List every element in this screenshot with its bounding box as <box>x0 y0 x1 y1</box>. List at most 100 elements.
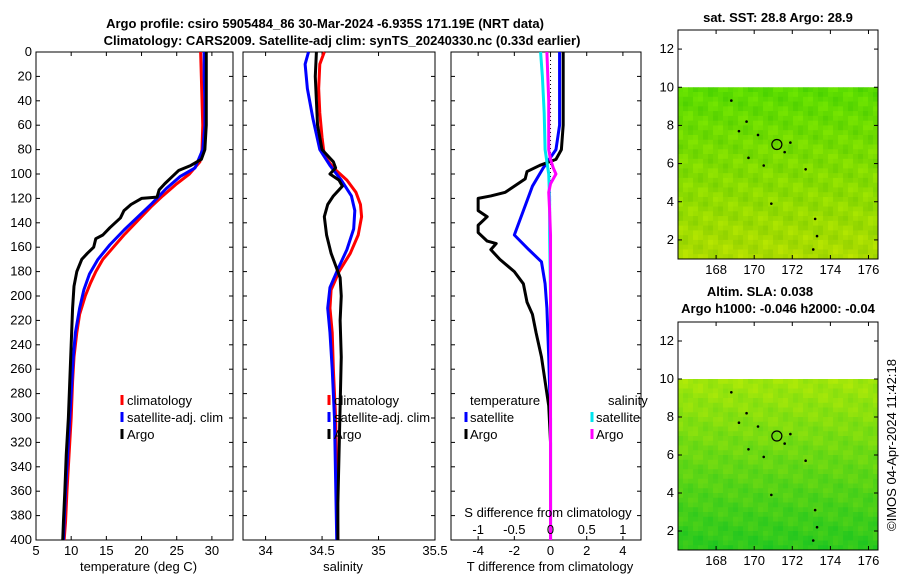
map-cell <box>818 445 824 451</box>
map-cell <box>788 417 794 423</box>
map-cell <box>828 216 834 222</box>
map-cell <box>838 531 844 537</box>
x-tick-label: 15 <box>99 543 113 558</box>
map-cell <box>813 158 819 165</box>
map-cell <box>728 440 734 446</box>
map-cell <box>873 196 879 203</box>
map-cell <box>848 211 854 217</box>
map-cell <box>828 134 834 141</box>
map-cell <box>808 235 814 241</box>
map-cell <box>823 225 829 231</box>
map-cell <box>843 521 849 527</box>
map-cell <box>763 230 769 236</box>
map-cell <box>728 206 734 212</box>
map-cell <box>828 211 834 217</box>
map-cell <box>768 111 774 117</box>
map-cell <box>778 249 784 255</box>
map-cell <box>823 254 829 260</box>
map-cell <box>798 469 804 475</box>
map-cell <box>833 206 839 212</box>
map-frame <box>677 29 879 260</box>
map-cell <box>768 426 774 432</box>
map-cell <box>718 87 724 93</box>
map-cell <box>858 469 864 475</box>
y-tick-label: 8 <box>667 409 674 424</box>
map-cell <box>873 502 879 508</box>
map-cell <box>728 526 734 532</box>
map-cell <box>713 182 719 188</box>
map-cell <box>823 187 829 193</box>
map-cell <box>783 393 789 399</box>
map-cell <box>718 216 724 222</box>
map-cell <box>823 182 829 188</box>
map-cell <box>863 158 869 165</box>
map-cell <box>693 216 699 222</box>
map-cell <box>833 540 839 546</box>
map-cell <box>713 144 719 150</box>
map-cell <box>703 402 709 408</box>
map-cell <box>813 111 819 117</box>
map-cell <box>873 426 879 432</box>
series-line <box>61 52 208 541</box>
map-cell <box>713 125 719 131</box>
map-cell <box>718 412 724 418</box>
map-cell <box>738 96 744 103</box>
map-cell <box>738 383 744 389</box>
map-cell <box>758 445 764 451</box>
map-cell <box>793 493 799 499</box>
map-cell <box>838 379 844 385</box>
map-cell <box>843 512 849 518</box>
map-cell <box>778 149 784 155</box>
map-cell <box>683 130 689 136</box>
map-cell <box>678 187 684 193</box>
map-cell <box>768 417 774 423</box>
map-cell <box>853 134 859 141</box>
map-cell <box>808 96 814 103</box>
map-cell <box>758 478 764 484</box>
map-cell <box>693 474 699 480</box>
map-cell <box>688 502 694 508</box>
map-cell <box>793 163 799 169</box>
map-cell <box>743 450 749 456</box>
map-cell <box>758 115 764 122</box>
map-cell <box>788 111 794 117</box>
map-cell <box>693 521 699 527</box>
map-cell <box>818 493 824 499</box>
map-cell <box>863 239 869 246</box>
map-cell <box>788 106 794 112</box>
map-cell <box>848 526 854 532</box>
map-cell <box>773 417 779 423</box>
map-cell <box>798 450 804 456</box>
map-cell <box>848 540 854 546</box>
map-cell <box>803 230 809 236</box>
map-cell <box>728 163 734 169</box>
map-cell <box>773 220 779 227</box>
legend-label: satellite <box>470 410 514 425</box>
map-cell <box>713 87 719 93</box>
map-cell <box>788 478 794 484</box>
map-cell <box>853 92 859 98</box>
map-cell <box>698 478 704 484</box>
map-cell <box>693 436 699 442</box>
map-cell <box>853 158 859 165</box>
map-cell <box>753 379 759 385</box>
map-cell <box>863 445 869 451</box>
map-cell <box>693 239 699 246</box>
map-cell <box>818 512 824 518</box>
map-cell <box>743 154 749 160</box>
map-cell <box>698 216 704 222</box>
map-cell <box>688 379 694 385</box>
map-cell <box>688 388 694 394</box>
map-cell <box>788 196 794 203</box>
map-cell <box>743 201 749 208</box>
map-cell <box>688 474 694 480</box>
map-cell <box>693 493 699 499</box>
map-cell <box>703 182 709 188</box>
map-cell <box>858 450 864 456</box>
map-cell <box>723 474 729 480</box>
map-cell <box>788 216 794 222</box>
map-cell <box>873 379 879 385</box>
map-cell <box>753 182 759 188</box>
map-cell <box>743 206 749 212</box>
y-tick-label: 4 <box>667 194 674 209</box>
